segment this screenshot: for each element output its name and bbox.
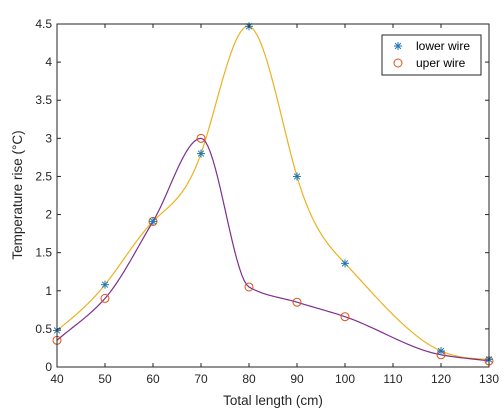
legend-entry-2: uper wire bbox=[416, 56, 466, 70]
x-tick-label: 40 bbox=[50, 372, 64, 386]
x-tick-label: 90 bbox=[290, 372, 304, 386]
data-point-series-1 bbox=[197, 150, 205, 158]
y-tick-label: 1.5 bbox=[35, 246, 52, 260]
y-tick-label: 3 bbox=[45, 131, 52, 145]
legend: lower wire uper wire bbox=[382, 35, 481, 75]
x-tick-label: 80 bbox=[242, 372, 256, 386]
x-tick-label: 60 bbox=[146, 372, 160, 386]
y-tick-label: 0.5 bbox=[35, 322, 52, 336]
y-tick-label: 3.5 bbox=[35, 93, 52, 107]
data-point-series-1 bbox=[101, 281, 109, 289]
y-tick-label: 2.5 bbox=[35, 169, 52, 183]
y-axis-label: Temperature rise (°C) bbox=[10, 130, 25, 259]
legend-marker-1 bbox=[394, 42, 402, 50]
data-point-series-1 bbox=[149, 217, 157, 225]
legend-entry-1: lower wire bbox=[416, 39, 470, 53]
x-tick-label: 130 bbox=[479, 372, 499, 386]
y-tick-label: 2 bbox=[45, 208, 52, 222]
x-tick-label: 50 bbox=[98, 372, 112, 386]
y-tick-label: 0 bbox=[45, 360, 52, 374]
x-tick-label: 100 bbox=[335, 372, 355, 386]
y-tick-label: 4 bbox=[45, 55, 52, 69]
x-tick-label: 110 bbox=[383, 372, 402, 386]
x-tick-label: 70 bbox=[194, 372, 208, 386]
y-tick-label: 1 bbox=[45, 284, 52, 298]
x-axis-label: Total length (cm) bbox=[223, 393, 323, 408]
y-tick-label: 4.5 bbox=[35, 17, 52, 31]
data-point-series-1 bbox=[293, 172, 301, 180]
data-point-series-1 bbox=[437, 347, 445, 355]
data-point-series-1 bbox=[341, 259, 349, 267]
x-tick-label: 120 bbox=[431, 372, 451, 386]
